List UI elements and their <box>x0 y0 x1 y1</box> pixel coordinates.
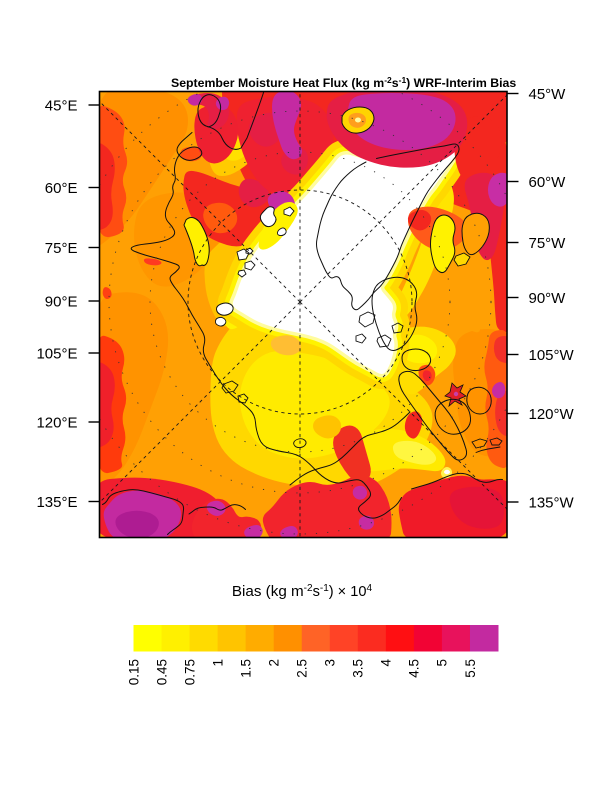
svg-text:3.5: 3.5 <box>351 659 366 678</box>
svg-text:135°W: 135°W <box>529 494 575 511</box>
svg-text:120°E: 120°E <box>36 414 77 431</box>
svg-text:1: 1 <box>210 659 225 667</box>
svg-text:120°W: 120°W <box>529 406 575 423</box>
svg-text:September Moisture Heat Flux (: September Moisture Heat Flux (kg m-2s-1)… <box>171 75 516 90</box>
svg-text:60°E: 60°E <box>45 180 78 197</box>
svg-text:75°W: 75°W <box>529 235 567 252</box>
svg-text:90°W: 90°W <box>529 290 567 307</box>
svg-text:105°E: 105°E <box>36 345 77 362</box>
svg-text:45°E: 45°E <box>45 97 78 114</box>
svg-text:60°W: 60°W <box>529 174 567 191</box>
svg-text:0.15: 0.15 <box>126 659 141 685</box>
svg-text:4.5: 4.5 <box>407 659 422 678</box>
svg-text:0.75: 0.75 <box>182 659 197 685</box>
svg-text:2: 2 <box>266 659 281 667</box>
svg-text:0.45: 0.45 <box>154 659 169 685</box>
svg-text:75°E: 75°E <box>45 240 78 257</box>
svg-text:5: 5 <box>435 659 450 667</box>
svg-text:2.5: 2.5 <box>295 659 310 678</box>
svg-text:3: 3 <box>323 659 338 667</box>
svg-text:45°W: 45°W <box>529 86 567 103</box>
svg-text:1.5: 1.5 <box>238 659 253 678</box>
svg-text:105°W: 105°W <box>529 347 575 364</box>
svg-text:Bias (kg m-2s-1) × 104: Bias (kg m-2s-1) × 104 <box>232 583 373 600</box>
svg-text:5.5: 5.5 <box>463 659 478 678</box>
svg-text:135°E: 135°E <box>36 494 77 511</box>
svg-text:4: 4 <box>379 659 394 667</box>
svg-text:90°E: 90°E <box>45 293 78 310</box>
